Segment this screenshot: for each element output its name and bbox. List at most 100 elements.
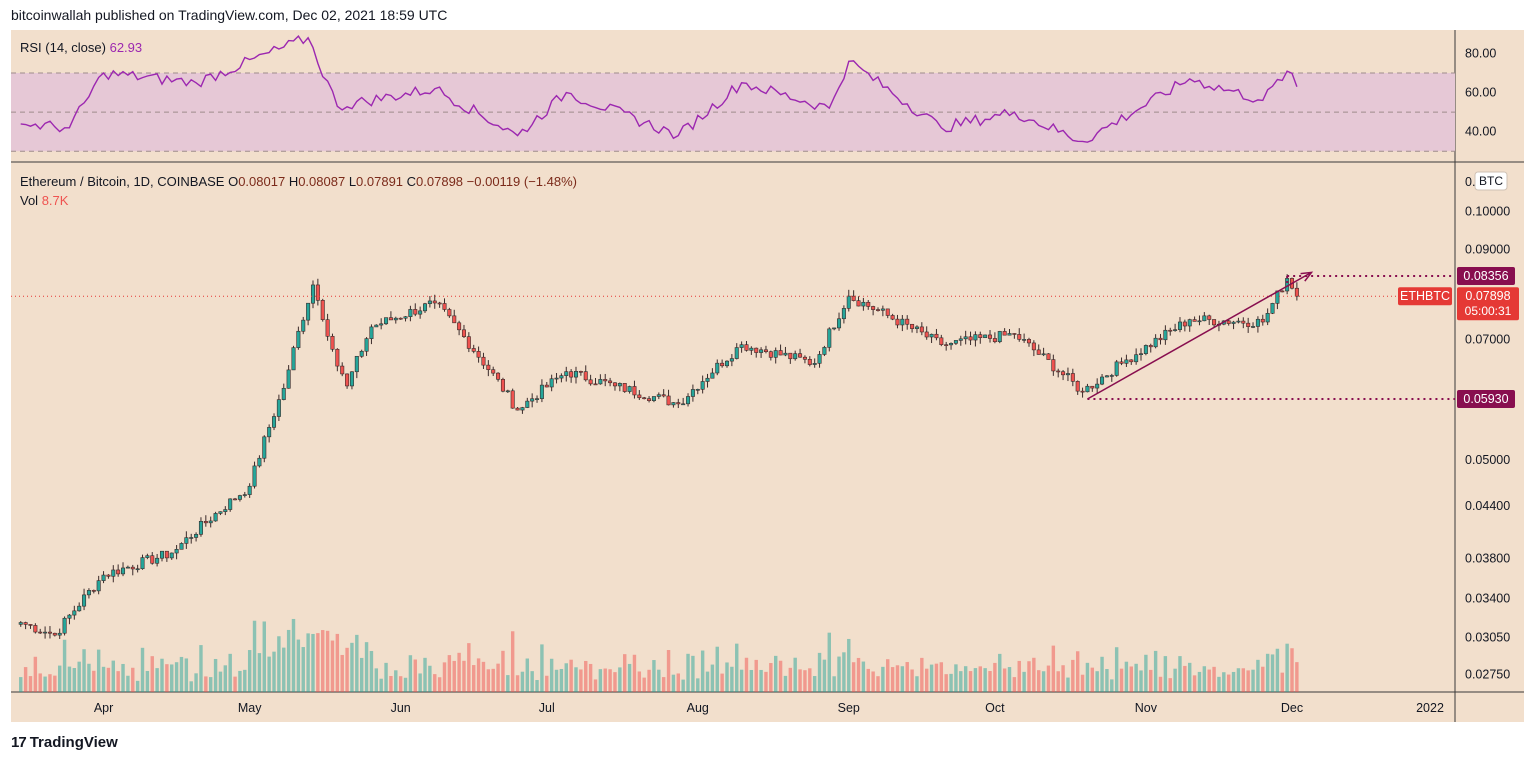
candle <box>1241 317 1246 329</box>
volume-bar <box>851 662 856 692</box>
volume-bar <box>871 671 875 692</box>
candle <box>856 296 861 307</box>
volume-bar <box>101 666 106 692</box>
rsi-axis-tick: 40.00 <box>1465 125 1496 139</box>
tradingview-logo[interactable]: 17 TradingView <box>11 734 118 751</box>
volume-bar <box>321 630 325 692</box>
candle <box>612 382 617 391</box>
candle <box>203 515 208 527</box>
volume-bar <box>876 676 880 692</box>
candle-body <box>1255 318 1260 327</box>
candle-body <box>729 358 734 362</box>
candle <box>1070 368 1075 387</box>
volume-bar <box>506 675 510 692</box>
volume-bar <box>915 676 919 692</box>
volume-bar <box>189 681 193 692</box>
volume-bar <box>769 663 773 692</box>
candle-body <box>885 308 890 316</box>
volume-bar <box>135 680 140 692</box>
candle-body <box>101 574 106 581</box>
volume-bar <box>1071 659 1075 692</box>
volume-bar <box>808 668 812 692</box>
candle-body <box>1177 321 1182 330</box>
volume-bar <box>1256 659 1260 692</box>
candle <box>768 350 773 361</box>
candle <box>1187 318 1192 332</box>
volume-bar <box>832 676 836 692</box>
volume-bar <box>28 676 33 692</box>
volume-bar <box>1037 670 1041 692</box>
candle <box>978 331 983 344</box>
volume-bar <box>574 667 578 692</box>
candle <box>437 301 442 308</box>
candle-body <box>476 351 481 358</box>
candle <box>661 389 666 398</box>
candle-body <box>1168 329 1173 332</box>
volume-bar <box>540 644 544 692</box>
candle-body <box>768 351 773 358</box>
volume-bar <box>588 663 593 692</box>
candle-body <box>1051 359 1056 372</box>
volume-bar <box>1275 648 1280 692</box>
candle-body <box>57 632 62 636</box>
rsi-legend: RSI (14, close) 62.93 <box>20 40 142 55</box>
candle-body <box>340 365 345 375</box>
candle <box>705 373 710 388</box>
candle <box>1173 323 1178 332</box>
candle-body <box>695 389 700 391</box>
candle <box>179 542 184 550</box>
volume-bar <box>584 660 588 692</box>
candle <box>574 366 579 384</box>
candle <box>247 483 252 498</box>
candle-body <box>486 364 491 370</box>
volume-bar <box>447 655 452 692</box>
candle-body <box>914 326 919 329</box>
candle-body <box>1265 313 1270 323</box>
candle <box>788 352 793 364</box>
candle <box>286 365 291 389</box>
candle-body <box>1065 373 1070 376</box>
volume-bar <box>924 668 929 692</box>
candle-body <box>520 407 525 411</box>
candle-body <box>515 407 520 411</box>
volume-bar <box>131 667 135 692</box>
candle-body <box>457 322 462 331</box>
candle <box>919 322 924 336</box>
candle <box>1212 319 1217 328</box>
volume-bar <box>890 667 895 692</box>
candle-body <box>91 590 96 592</box>
volume-bar <box>379 678 383 692</box>
volume-bar <box>886 659 890 692</box>
candle <box>637 390 642 401</box>
candle <box>700 375 705 394</box>
volume-bar <box>569 659 573 692</box>
candle-body <box>505 390 510 393</box>
candle-body <box>778 350 783 356</box>
volume-bar <box>788 667 793 692</box>
candle <box>666 389 671 406</box>
candle-body <box>116 569 121 575</box>
candle-body <box>875 309 880 311</box>
candle <box>924 326 929 340</box>
volume-bar <box>252 620 257 692</box>
candle <box>802 355 807 364</box>
candle <box>330 333 335 352</box>
candle <box>1090 385 1095 392</box>
candle <box>690 384 695 402</box>
candle <box>1182 319 1187 332</box>
candle <box>559 373 564 383</box>
candle-body <box>374 324 379 328</box>
candle-body <box>1090 385 1095 389</box>
volume-bar <box>783 675 788 692</box>
candle <box>296 326 301 350</box>
candle <box>130 564 135 576</box>
candle <box>262 435 267 463</box>
candle-body <box>1207 315 1212 320</box>
candle-body <box>442 303 447 310</box>
publisher-header: bitcoinwallah published on TradingView.c… <box>11 7 448 23</box>
candle-body <box>1129 359 1134 363</box>
candle <box>461 324 466 339</box>
volume-bar <box>486 669 491 692</box>
candle <box>1207 314 1212 325</box>
